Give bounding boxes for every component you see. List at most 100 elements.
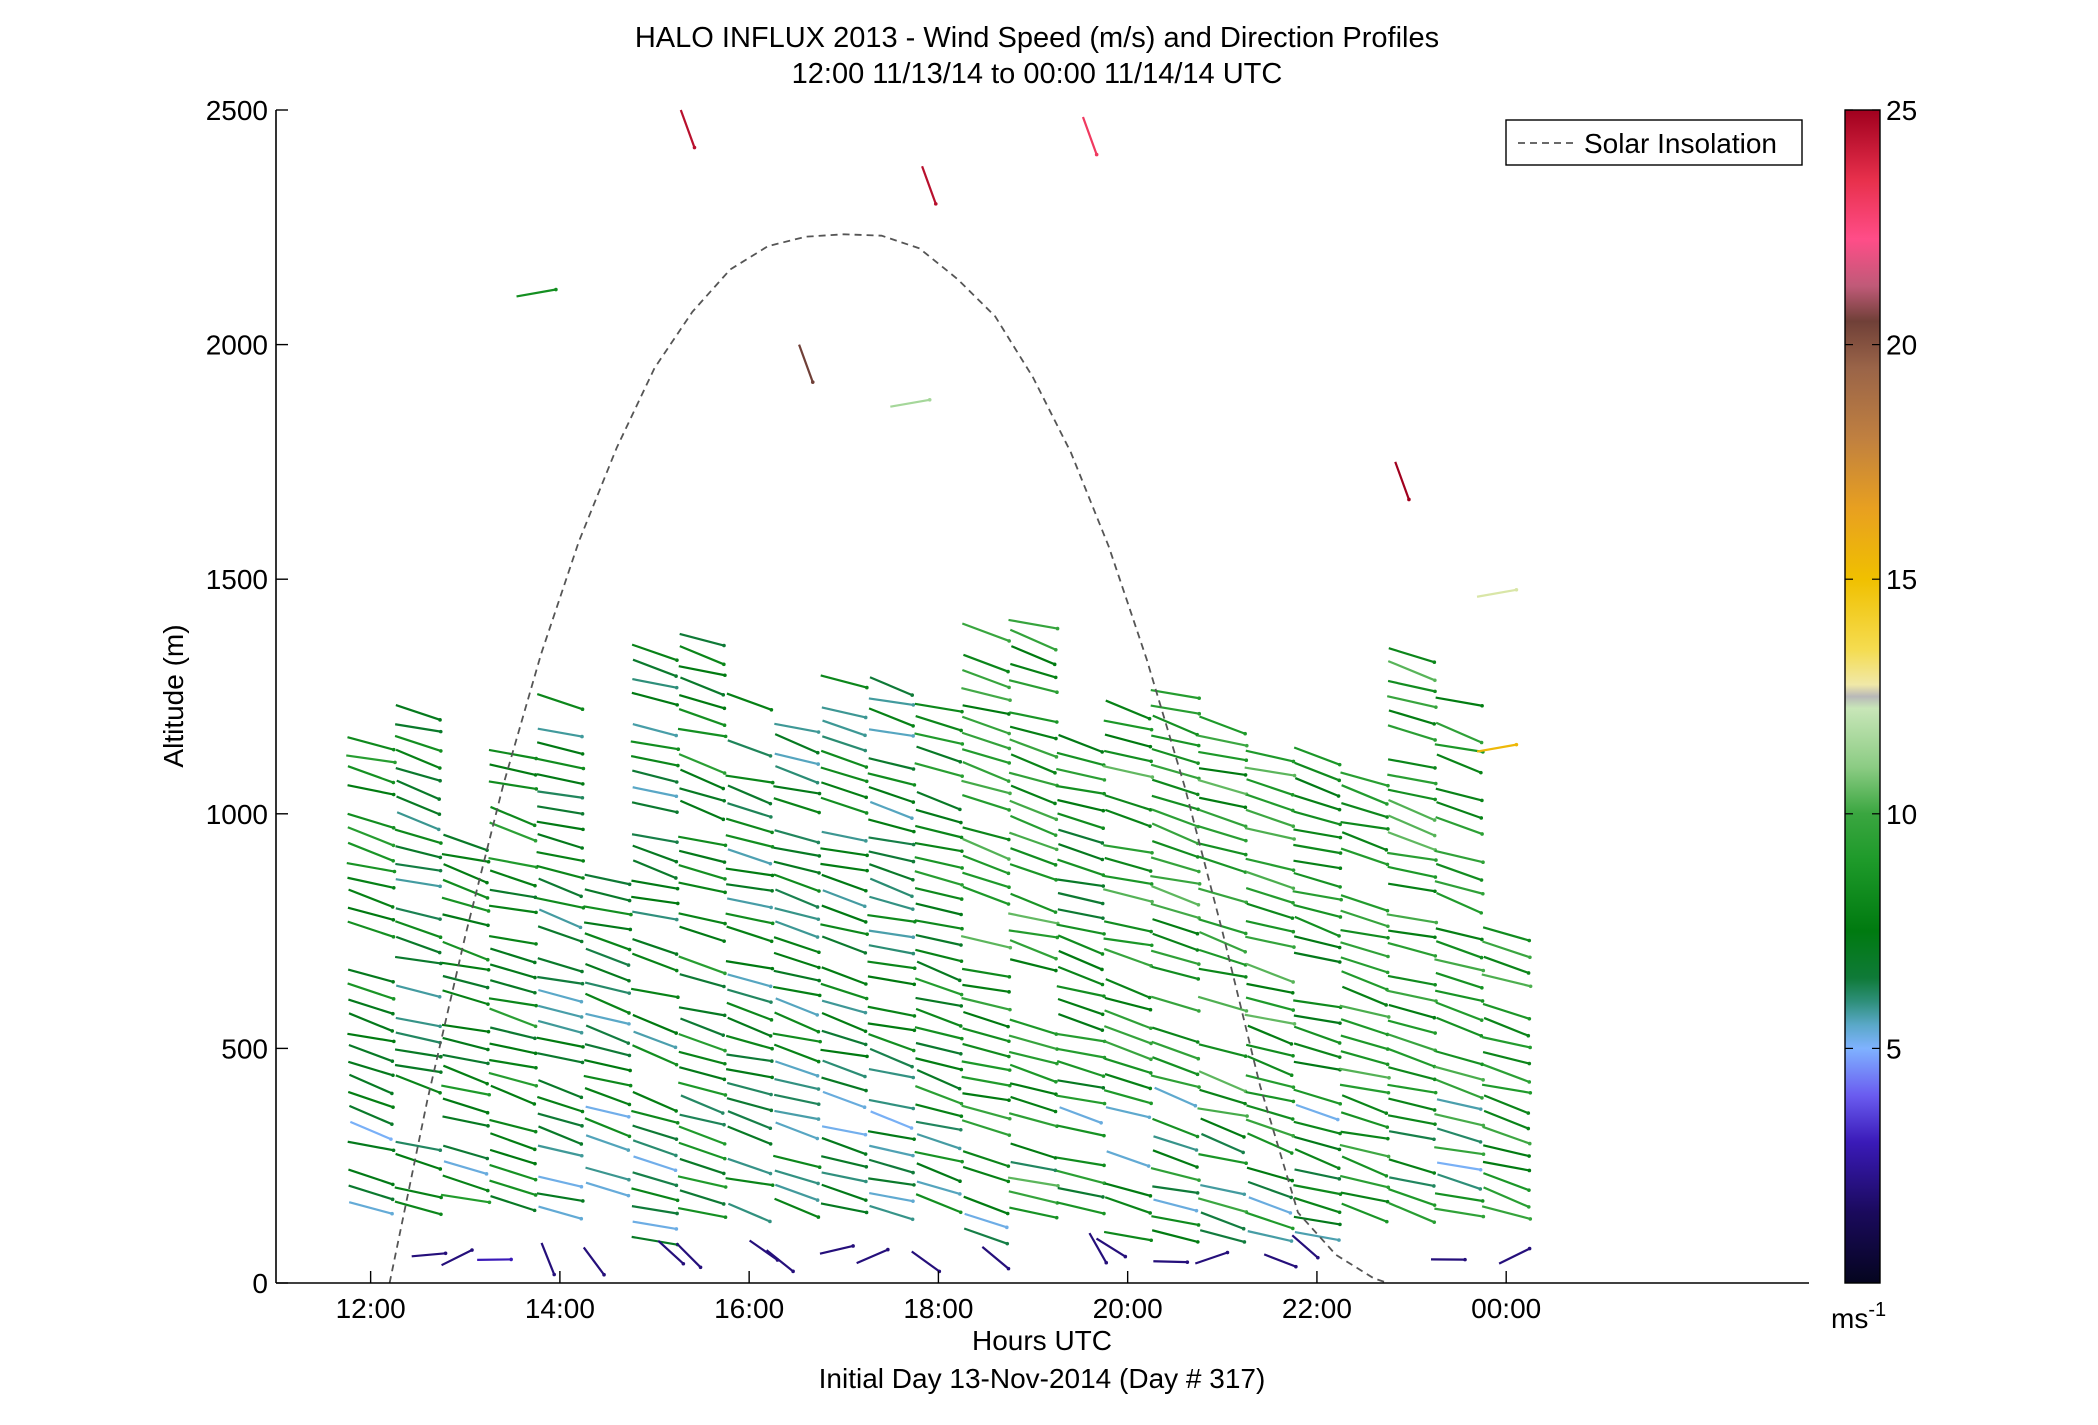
wind-barb-tip: [722, 662, 726, 667]
wind-barb-tip: [911, 1048, 916, 1053]
wind-barb: [1009, 939, 1057, 960]
wind-barb: [488, 997, 537, 1007]
wind-barb-tip: [1100, 1028, 1105, 1032]
wind-barb-tip: [1243, 931, 1248, 936]
wind-barb: [678, 1050, 726, 1065]
wind-barb-tip: [722, 643, 726, 648]
wind-barb: [1339, 1004, 1389, 1019]
wind-barb-tip: [960, 1036, 964, 1041]
wind-barb: [915, 933, 962, 947]
wind-barb: [1386, 695, 1437, 709]
wind-barb: [725, 867, 773, 877]
wind-barb-tip: [1384, 1174, 1389, 1178]
wind-barb: [1104, 1196, 1151, 1214]
wind-barb: [1340, 941, 1389, 958]
wind-barb: [537, 1052, 583, 1064]
wind-barb-tip: [911, 1075, 916, 1080]
wind-barb: [1246, 902, 1293, 920]
wind-barb-tip: [770, 888, 774, 893]
wind-barb-tip: [815, 1136, 820, 1141]
wind-barb: [490, 947, 536, 964]
wind-barb: [488, 935, 537, 946]
wind-barb-tip: [533, 1129, 538, 1134]
wind-barb-tip: [390, 1091, 394, 1096]
wind-barb: [1151, 822, 1199, 845]
wind-barb-tip: [1386, 1154, 1391, 1159]
wind-barb-tip: [1196, 977, 1201, 981]
wind-barb-tip: [1054, 968, 1058, 973]
wind-barb-tip: [768, 1126, 773, 1131]
wind-barb-tip: [1479, 955, 1484, 960]
wind-barb: [631, 952, 678, 972]
wind-barb-tip: [721, 1033, 726, 1037]
wind-barb: [441, 961, 489, 971]
wind-barb: [915, 902, 962, 916]
wind-barb-tip: [1433, 1122, 1437, 1126]
wind-barb-tip: [863, 1074, 867, 1079]
wind-barb-tip: [863, 1132, 868, 1137]
wind-barb-tip: [674, 1183, 679, 1188]
wind-barb-tip: [1290, 991, 1295, 995]
wind-barb-tip: [1100, 901, 1105, 906]
wind-barb-tip: [958, 807, 962, 812]
wind-barb-tip: [390, 905, 395, 909]
wind-barb: [1482, 1002, 1530, 1020]
wind-barb: [1104, 733, 1151, 748]
wind-barb-tip: [863, 920, 868, 924]
wind-barb-tip: [1053, 1168, 1058, 1173]
wind-barb: [1151, 1040, 1199, 1060]
wind-barb: [775, 997, 818, 1016]
wind-barb-tip: [1291, 886, 1296, 891]
wind-barb: [820, 847, 868, 857]
wind-barb: [1009, 711, 1058, 724]
wind-barb: [443, 833, 488, 852]
wind-barb-tip: [816, 1117, 821, 1121]
wind-barb-tip: [437, 812, 442, 817]
wind-barb: [870, 1110, 912, 1130]
wind-barb-tip: [1337, 1055, 1342, 1059]
wind-barb: [1339, 1174, 1389, 1189]
wind-barb: [773, 969, 820, 982]
wind-barb: [869, 1144, 914, 1157]
wind-barb-tip: [791, 1269, 795, 1274]
wind-barb-tip: [1196, 1240, 1200, 1244]
wind-barb: [1247, 1055, 1293, 1077]
wind-barb-tip: [1006, 1179, 1011, 1184]
wind-barb-tip: [484, 1172, 489, 1176]
wind-barb: [1388, 929, 1436, 939]
wind-barb-tip: [960, 1159, 964, 1164]
wind-barb: [962, 761, 1010, 783]
wind-barb: [1010, 784, 1056, 805]
wind-barb-tip: [1195, 948, 1200, 952]
wind-barb: [765, 1249, 794, 1273]
wind-barb-tip: [1385, 815, 1389, 819]
wind-barb-tip: [675, 1121, 680, 1125]
wind-barb: [1293, 1184, 1341, 1196]
wind-barb-tip: [1006, 902, 1011, 906]
wind-barb-tip: [1243, 773, 1248, 777]
wind-barb-tip: [391, 826, 396, 830]
wind-barb: [890, 398, 930, 408]
wind-barb-tip: [533, 838, 538, 843]
wind-barb-tip: [1527, 1168, 1532, 1173]
wind-barb: [1389, 1176, 1435, 1188]
wind-barb: [394, 1048, 442, 1058]
wind-barb-tip: [485, 1081, 489, 1086]
wind-barb-tip: [864, 1179, 868, 1184]
wind-barb: [489, 1148, 536, 1165]
wind-barb: [394, 920, 441, 939]
wind-barb: [1387, 814, 1436, 837]
wind-barb-tip: [628, 1068, 632, 1073]
wind-barb: [348, 1012, 393, 1032]
wind-barb: [679, 925, 725, 943]
wind-barb: [1103, 1230, 1152, 1242]
wind-barb-tip: [532, 823, 537, 828]
wind-barb-tip: [1147, 995, 1152, 1000]
wind-barb: [962, 983, 1010, 993]
wind-barb: [1483, 1109, 1529, 1130]
wind-barb-tip: [910, 1064, 914, 1069]
wind-barb-tip: [864, 811, 869, 815]
wind-barb-tip: [1150, 899, 1154, 904]
wind-barb: [1245, 996, 1294, 1012]
wind-barb: [442, 974, 488, 989]
